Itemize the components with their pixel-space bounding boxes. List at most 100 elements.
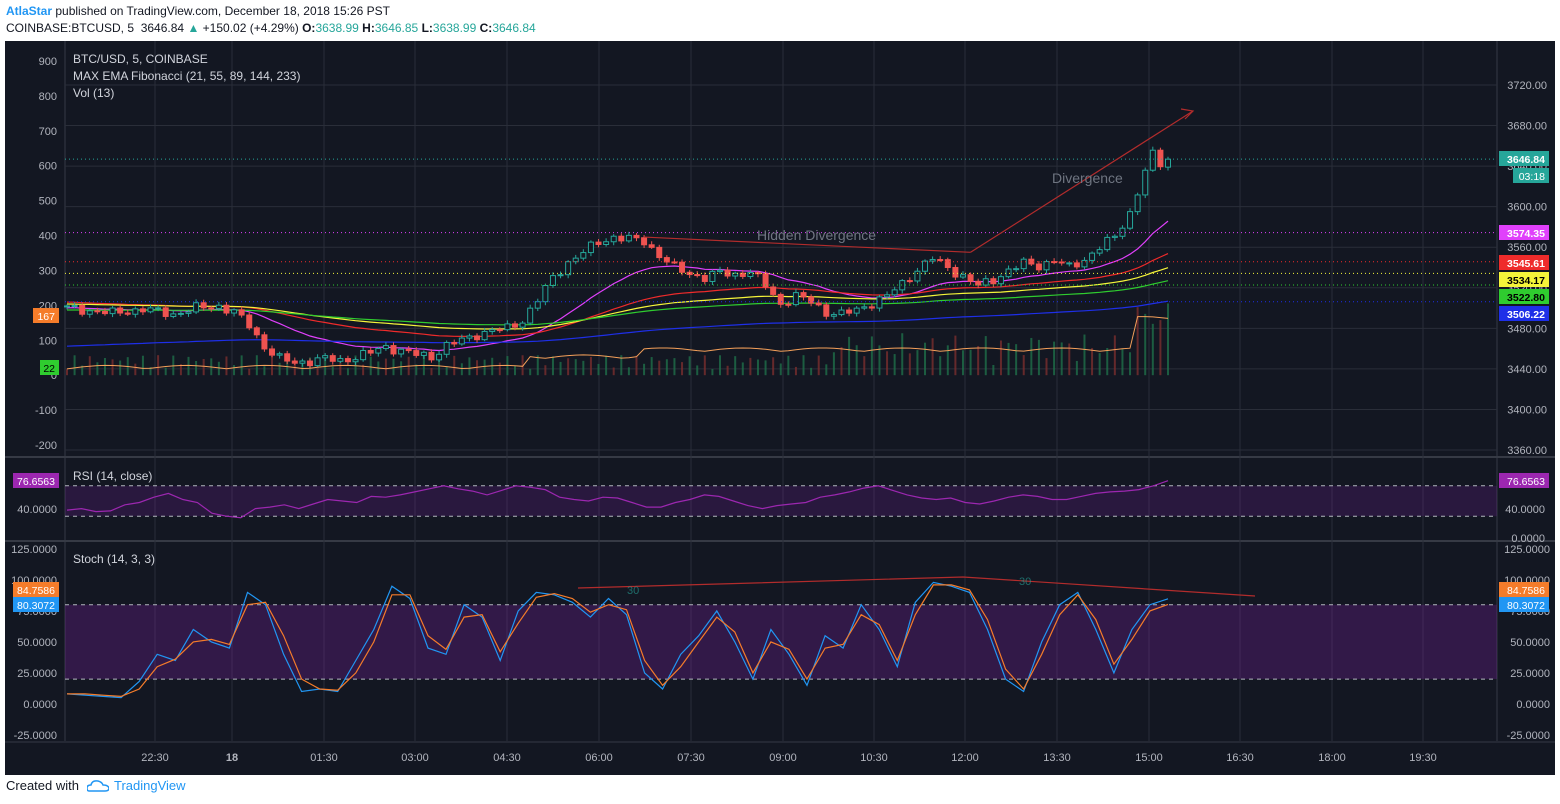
candle-body — [458, 337, 465, 345]
chart-area[interactable]: 22:30 18 01:30 03:00 04:30 06:00 07:30 09:00 10:… — [5, 41, 1555, 775]
volume-bar — [810, 367, 813, 376]
volume-bar — [946, 345, 949, 376]
ema-89-line — [66, 267, 1169, 330]
price-level-badge-text: 3522.80 — [1507, 292, 1545, 304]
candle-body — [322, 355, 329, 359]
price-level-badge: 3522.80 — [1499, 289, 1549, 304]
price-tick-label: 3440.00 — [1507, 364, 1547, 376]
volume-bar — [164, 367, 167, 376]
stoch-d-right-badge-bg — [1499, 582, 1549, 597]
candle-body — [170, 313, 177, 317]
volume-bar — [635, 355, 638, 376]
time-tick-label: 15:00 — [1135, 752, 1163, 764]
candle-body — [861, 306, 868, 309]
candle-body — [914, 270, 921, 282]
volume-bar — [1167, 303, 1169, 376]
price-pane-legend: Vol (13) — [73, 86, 114, 100]
volume-bar — [111, 359, 114, 376]
candle-body — [997, 276, 1004, 285]
candle-body — [709, 270, 716, 282]
volume-bar — [453, 355, 456, 376]
divergence-label: Divergence — [1052, 170, 1123, 186]
volume-bar — [779, 363, 782, 376]
volume-bar — [794, 366, 797, 376]
candle-body — [899, 280, 906, 291]
volume-bar — [992, 365, 995, 376]
candle-body — [671, 261, 678, 264]
volume-bar — [984, 336, 987, 376]
volume-bar — [468, 357, 471, 376]
volume-tick-label: 900 — [39, 56, 57, 68]
volume-bar — [544, 365, 547, 376]
volume-bar — [415, 364, 418, 376]
candle-body — [701, 275, 708, 282]
volume-tick-label: 500 — [39, 196, 57, 208]
volume-bar — [901, 333, 904, 376]
rsi-right-zero-tick: 0.0000 — [1511, 533, 1545, 545]
candle-body — [496, 329, 503, 332]
tradingview-brand[interactable]: TradingView — [114, 778, 186, 793]
volume-bar — [1113, 335, 1116, 376]
candle-body — [853, 307, 860, 314]
candle-body — [139, 308, 146, 313]
volume-tick-label: 100 — [39, 335, 57, 347]
volume-bar — [802, 355, 805, 376]
volume-bar — [734, 356, 737, 376]
rsi-left-badge-bg — [13, 473, 59, 488]
stoch-k-right-value: 80.3072 — [1507, 600, 1545, 612]
candle-body — [868, 306, 875, 309]
candle-body — [527, 307, 534, 324]
volume-bar — [597, 363, 600, 376]
volume-bar — [589, 356, 592, 376]
volume-bar — [491, 357, 494, 376]
candle-body — [375, 348, 382, 354]
candle-body — [109, 307, 116, 315]
volume-bar — [620, 355, 623, 376]
publication-line: AtlaStar published on TradingView.com, D… — [6, 3, 1554, 20]
volume-bar — [665, 359, 668, 376]
candle-body — [329, 355, 336, 362]
volume-bar — [772, 357, 775, 376]
tradingview-cloud-icon — [86, 779, 109, 792]
candle-body — [398, 348, 405, 355]
chart-canvas[interactable]: 22:30 18 01:30 03:00 04:30 06:00 07:30 09:00 10:… — [5, 41, 1555, 775]
volume-bar — [916, 350, 919, 376]
candle-body — [177, 312, 184, 315]
low-value: 3638.99 — [432, 21, 477, 35]
volume-bar — [749, 357, 752, 376]
stoch-d-left-badge-bg — [13, 582, 59, 597]
volume-bar — [999, 340, 1002, 376]
candle-body — [618, 235, 625, 242]
stoch-right-tick: 0.0000 — [1516, 699, 1550, 711]
price-level-badge-text: 3574.35 — [1507, 228, 1545, 240]
stoch-k-left-value: 80.3072 — [17, 600, 55, 612]
price-level-badge: 3574.35 — [1499, 225, 1549, 240]
volume-bar — [331, 366, 334, 376]
author-link[interactable]: AtlaStar — [6, 4, 53, 18]
price-level-badge-text: 3646.84 — [1507, 154, 1545, 166]
volume-bar — [1007, 342, 1010, 376]
candle-body — [777, 293, 784, 305]
high-value: 3646.85 — [374, 21, 419, 35]
volume-bar — [476, 360, 479, 376]
candle-body — [656, 246, 663, 259]
candle-body — [117, 307, 124, 314]
volume-tick-label: 800 — [39, 91, 57, 103]
volume-bar — [400, 361, 403, 376]
candle-body — [1073, 262, 1080, 268]
close-value: 3646.84 — [492, 21, 536, 35]
volume-bar — [977, 345, 980, 376]
candle-body — [1111, 235, 1118, 238]
volume-bar — [1030, 337, 1033, 376]
volume-bar — [240, 355, 243, 376]
volume-bar — [430, 368, 433, 376]
candle-body — [162, 307, 169, 317]
volume-tick-label: 700 — [39, 126, 57, 138]
volume-bar — [1068, 343, 1071, 376]
candle-body — [1149, 149, 1156, 171]
volume-bar — [324, 355, 327, 376]
candle-body — [511, 323, 518, 328]
candle-body — [253, 327, 260, 336]
volume-tick-label: -100 — [35, 405, 57, 417]
volume-bar — [787, 355, 790, 376]
